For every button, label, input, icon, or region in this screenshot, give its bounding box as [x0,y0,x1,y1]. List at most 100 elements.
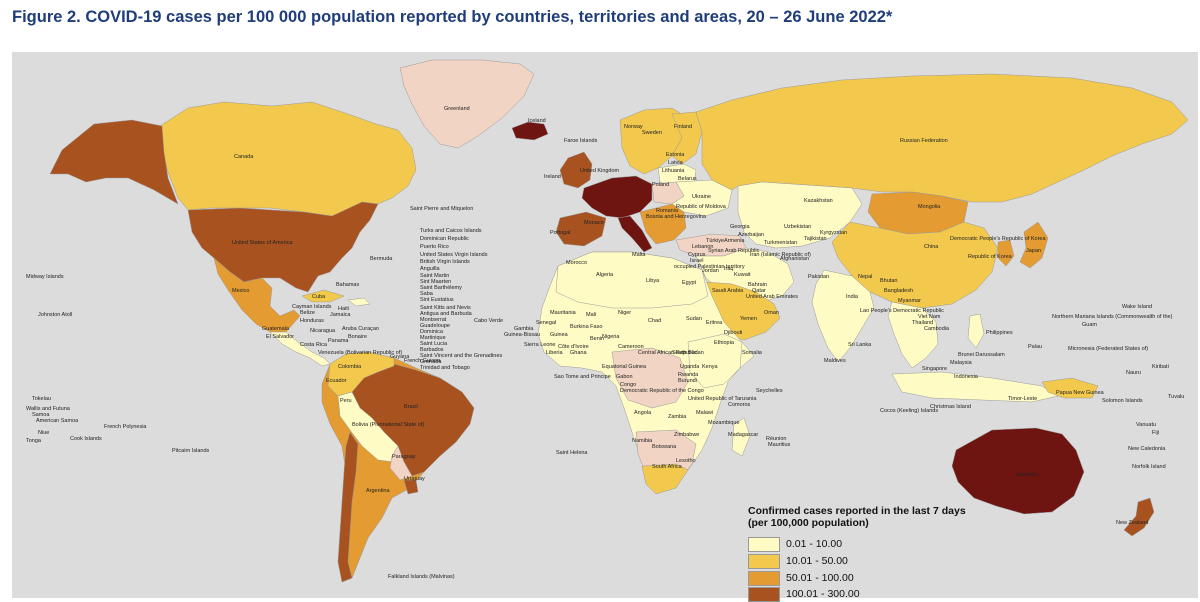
east-africa-region [687,333,743,389]
label-china: China [924,244,939,250]
label-caribbean-9: Saint Barthélemy [420,285,462,291]
label-moldova: Republic of Moldova [676,204,727,210]
label-caribbean-17: Martinique [420,335,446,341]
korea-region [997,239,1015,267]
label-benin: Benin [590,336,604,342]
label-monaco: Monaco [584,220,604,226]
iceland-region [511,121,549,141]
label-honduras: Honduras [300,318,324,324]
label-norway: Norway [624,124,643,130]
label-syria: Syrian Arab Republic [708,248,760,254]
mexico-region [213,257,301,333]
label-iceland: Iceland [528,118,546,124]
label-el-salvador: El Salvador [266,334,294,340]
label-mozambique: Mozambique [708,420,740,426]
label-micronesia: Micronesia (Federated States of) [1068,346,1148,352]
world-map: Greenland Iceland Faroe Islands Canada U… [12,52,1198,598]
label-saint-helena: Saint Helena [556,450,588,456]
label-jamaica: Jamaica [330,312,351,318]
uruguay-region [403,479,419,495]
label-caribbean-6: Anguilla [420,266,441,272]
legend-item: 50.01 - 100.00 [748,570,854,586]
label-iraq: Iraq [724,266,733,272]
label-drc: Democratic Republic of the Congo [620,388,704,394]
label-tanzania: United Republic of Tanzania [688,396,757,402]
alaska-region [49,119,179,205]
philippines-region [967,313,985,349]
label-turkmenistan: Turkmenistan [764,240,797,246]
label-bhutan: Bhutan [880,278,897,284]
caribbean-region [301,289,345,303]
label-belarus: Belarus [678,176,697,182]
label-azerbaijan: Azerbaijan [738,232,764,238]
colombia-venezuela-region [327,351,395,397]
label-indonesia: Indonesia [954,374,979,380]
label-cote-divoire: Côte d'Ivoire [558,344,589,350]
label-thailand: Thailand [912,320,933,326]
legend-title-line2: (per 100,000 population) [748,517,869,529]
japan-region [1019,221,1049,269]
label-mauritania: Mauritania [550,310,577,316]
italy-region [617,215,653,253]
label-turkiye: Türkiye [706,238,724,244]
label-uk: United Kingdom [580,168,620,174]
legend-swatch [748,586,780,602]
label-lebanon: Lebanon [692,244,713,250]
label-zimbabwe: Zimbabwe [674,432,699,438]
label-bahrain: Bahrain [748,282,767,288]
label-niue: Niue [38,430,49,436]
label-rwanda: Rwanda [678,372,699,378]
label-pitcairn: Pitcairn Islands [172,448,210,454]
label-caribbean-14: Montserrat [420,317,447,323]
label-vanuatu: Vanuatu [1136,422,1156,428]
label-caribbean-7: Saint Martin [420,273,449,279]
legend-swatch [748,553,780,569]
label-somalia: Somalia [742,350,763,356]
label-tonga: Tonga [26,438,42,444]
label-dprk: Democratic People's Republic of Korea [950,236,1046,242]
label-philippines: Philippines [986,330,1013,336]
label-estonia: Estonia [666,152,685,158]
legend-title-line1: Confirmed cases reported in the last 7 d… [748,505,966,517]
label-nepal: Nepal [858,274,872,280]
label-tuvalu: Tuvalu [1168,394,1184,400]
balkans-region [639,203,687,245]
label-ecuador: Ecuador [326,378,347,384]
label-haiti: Haiti [338,306,349,312]
label-qatar: Qatar [752,288,766,294]
label-yemen: Yemen [740,316,757,322]
label-congo: Congo [620,382,636,388]
label-costa-rica: Costa Rica [300,342,328,348]
label-caribbean-15: Guadeloupe [420,323,450,329]
legend-swatch [748,570,780,586]
label-new-caledonia: New Caledonia [1128,446,1166,452]
label-french-polynesia: French Polynesia [104,424,147,430]
australia-region [951,427,1085,515]
label-libya: Libya [646,278,660,284]
legend-title: Confirmed cases reported in the last 7 d… [748,505,978,529]
label-japan: Japan [1026,248,1041,254]
label-romania: Romania [656,208,679,214]
label-egypt: Egypt [682,280,697,286]
label-faroe: Faroe Islands [564,138,598,144]
label-nauru: Nauru [1126,370,1141,376]
label-south-africa: South Africa [652,464,683,470]
label-cyprus: Cyprus [688,252,706,258]
label-wallis: Wallis and Futuna [26,406,71,412]
label-namibia: Namibia [632,438,653,444]
label-falklands: Falkland Islands (Malvinas) [388,574,455,580]
label-bangladesh: Bangladesh [884,288,913,294]
label-canada: Canada [234,154,254,160]
label-brazil: Brazil [404,404,418,410]
label-madagascar: Madagascar [728,432,758,438]
label-pakistan: Pakistan [808,274,829,280]
label-caribbean-12: Saint Kitts and Nevis [420,305,471,311]
label-french-guiana: French Guiana [404,358,441,364]
south-africa-region [641,463,689,495]
label-comoros: Comoros [728,402,751,408]
label-christmas: Christmas Island [930,404,971,410]
label-ukraine: Ukraine [692,194,711,200]
label-cabo-verde: Cabo Verde [474,318,503,324]
label-guyana: Guyana [390,354,410,360]
label-samoa: Samoa [32,412,50,418]
